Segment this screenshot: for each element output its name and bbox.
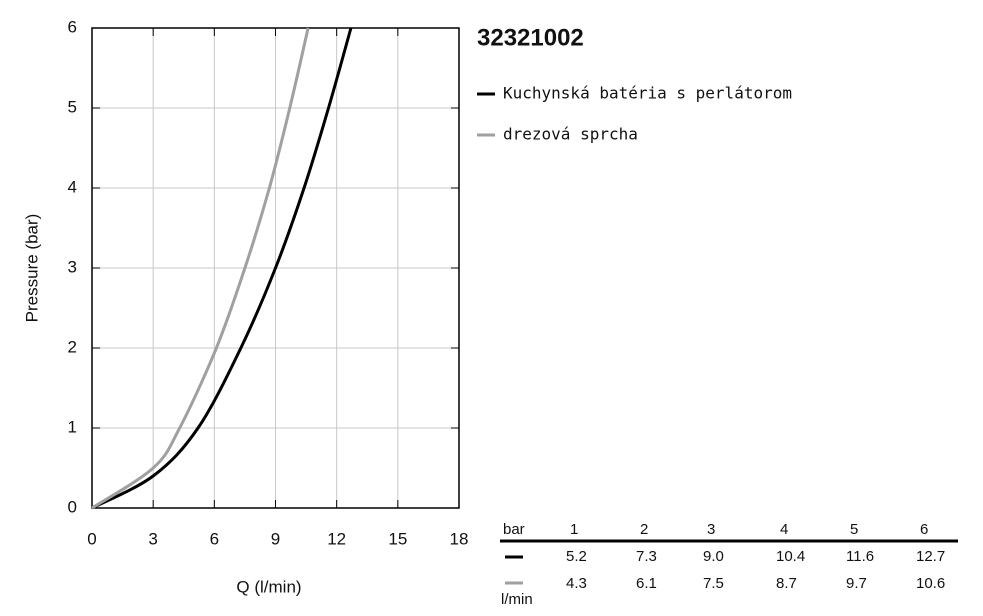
table-cell: 4.3 [566, 575, 587, 592]
y-tick-label: 6 [68, 17, 77, 36]
table-cell: 9.7 [846, 575, 867, 592]
table-header: 4 [780, 521, 788, 538]
y-tick-label: 1 [68, 417, 77, 436]
y-axis-label: Pressure (bar) [22, 214, 41, 323]
chart-title: 32321002 [477, 24, 584, 51]
table-cell: 12.7 [916, 548, 945, 565]
table-cell: 10.6 [916, 575, 945, 592]
table-cell: 7.3 [636, 548, 657, 565]
x-axis-label: Q (l/min) [236, 577, 301, 596]
y-tick-label: 3 [68, 257, 77, 276]
plot-frame [91, 27, 460, 509]
table-cell: 5.2 [566, 548, 587, 565]
table-header: 1 [570, 521, 578, 538]
table-cell: 6.1 [636, 575, 657, 592]
table-header: 2 [640, 521, 648, 538]
y-tick-label: 5 [68, 97, 77, 116]
legend-label: drezová sprcha [503, 125, 638, 144]
table-cell: 7.5 [703, 575, 724, 592]
x-tick-label: 12 [327, 529, 346, 548]
table-header: 5 [850, 521, 858, 538]
table-unit: l/min [501, 591, 533, 608]
x-tick-label: 6 [210, 529, 219, 548]
x-tick-label: 18 [450, 529, 469, 548]
x-tick-label: 15 [388, 529, 407, 548]
table-cell: 10.4 [776, 548, 805, 565]
table-cell: 8.7 [776, 575, 797, 592]
table-cell: 11.6 [846, 548, 874, 565]
legend-label: Kuchynská batéria s perlátorom [503, 84, 792, 103]
y-tick-label: 2 [68, 337, 77, 356]
y-tick-label: 0 [68, 497, 77, 516]
series-line [91, 27, 310, 510]
table-header: 6 [920, 521, 928, 538]
y-tick-label: 4 [68, 177, 77, 196]
x-tick-label: 3 [148, 529, 157, 548]
x-tick-label: 0 [87, 529, 96, 548]
table-cell: 9.0 [703, 548, 724, 565]
x-tick-label: 9 [271, 529, 280, 548]
series-line [91, 27, 353, 510]
table-header: bar [503, 521, 525, 538]
table-header: 3 [707, 521, 715, 538]
